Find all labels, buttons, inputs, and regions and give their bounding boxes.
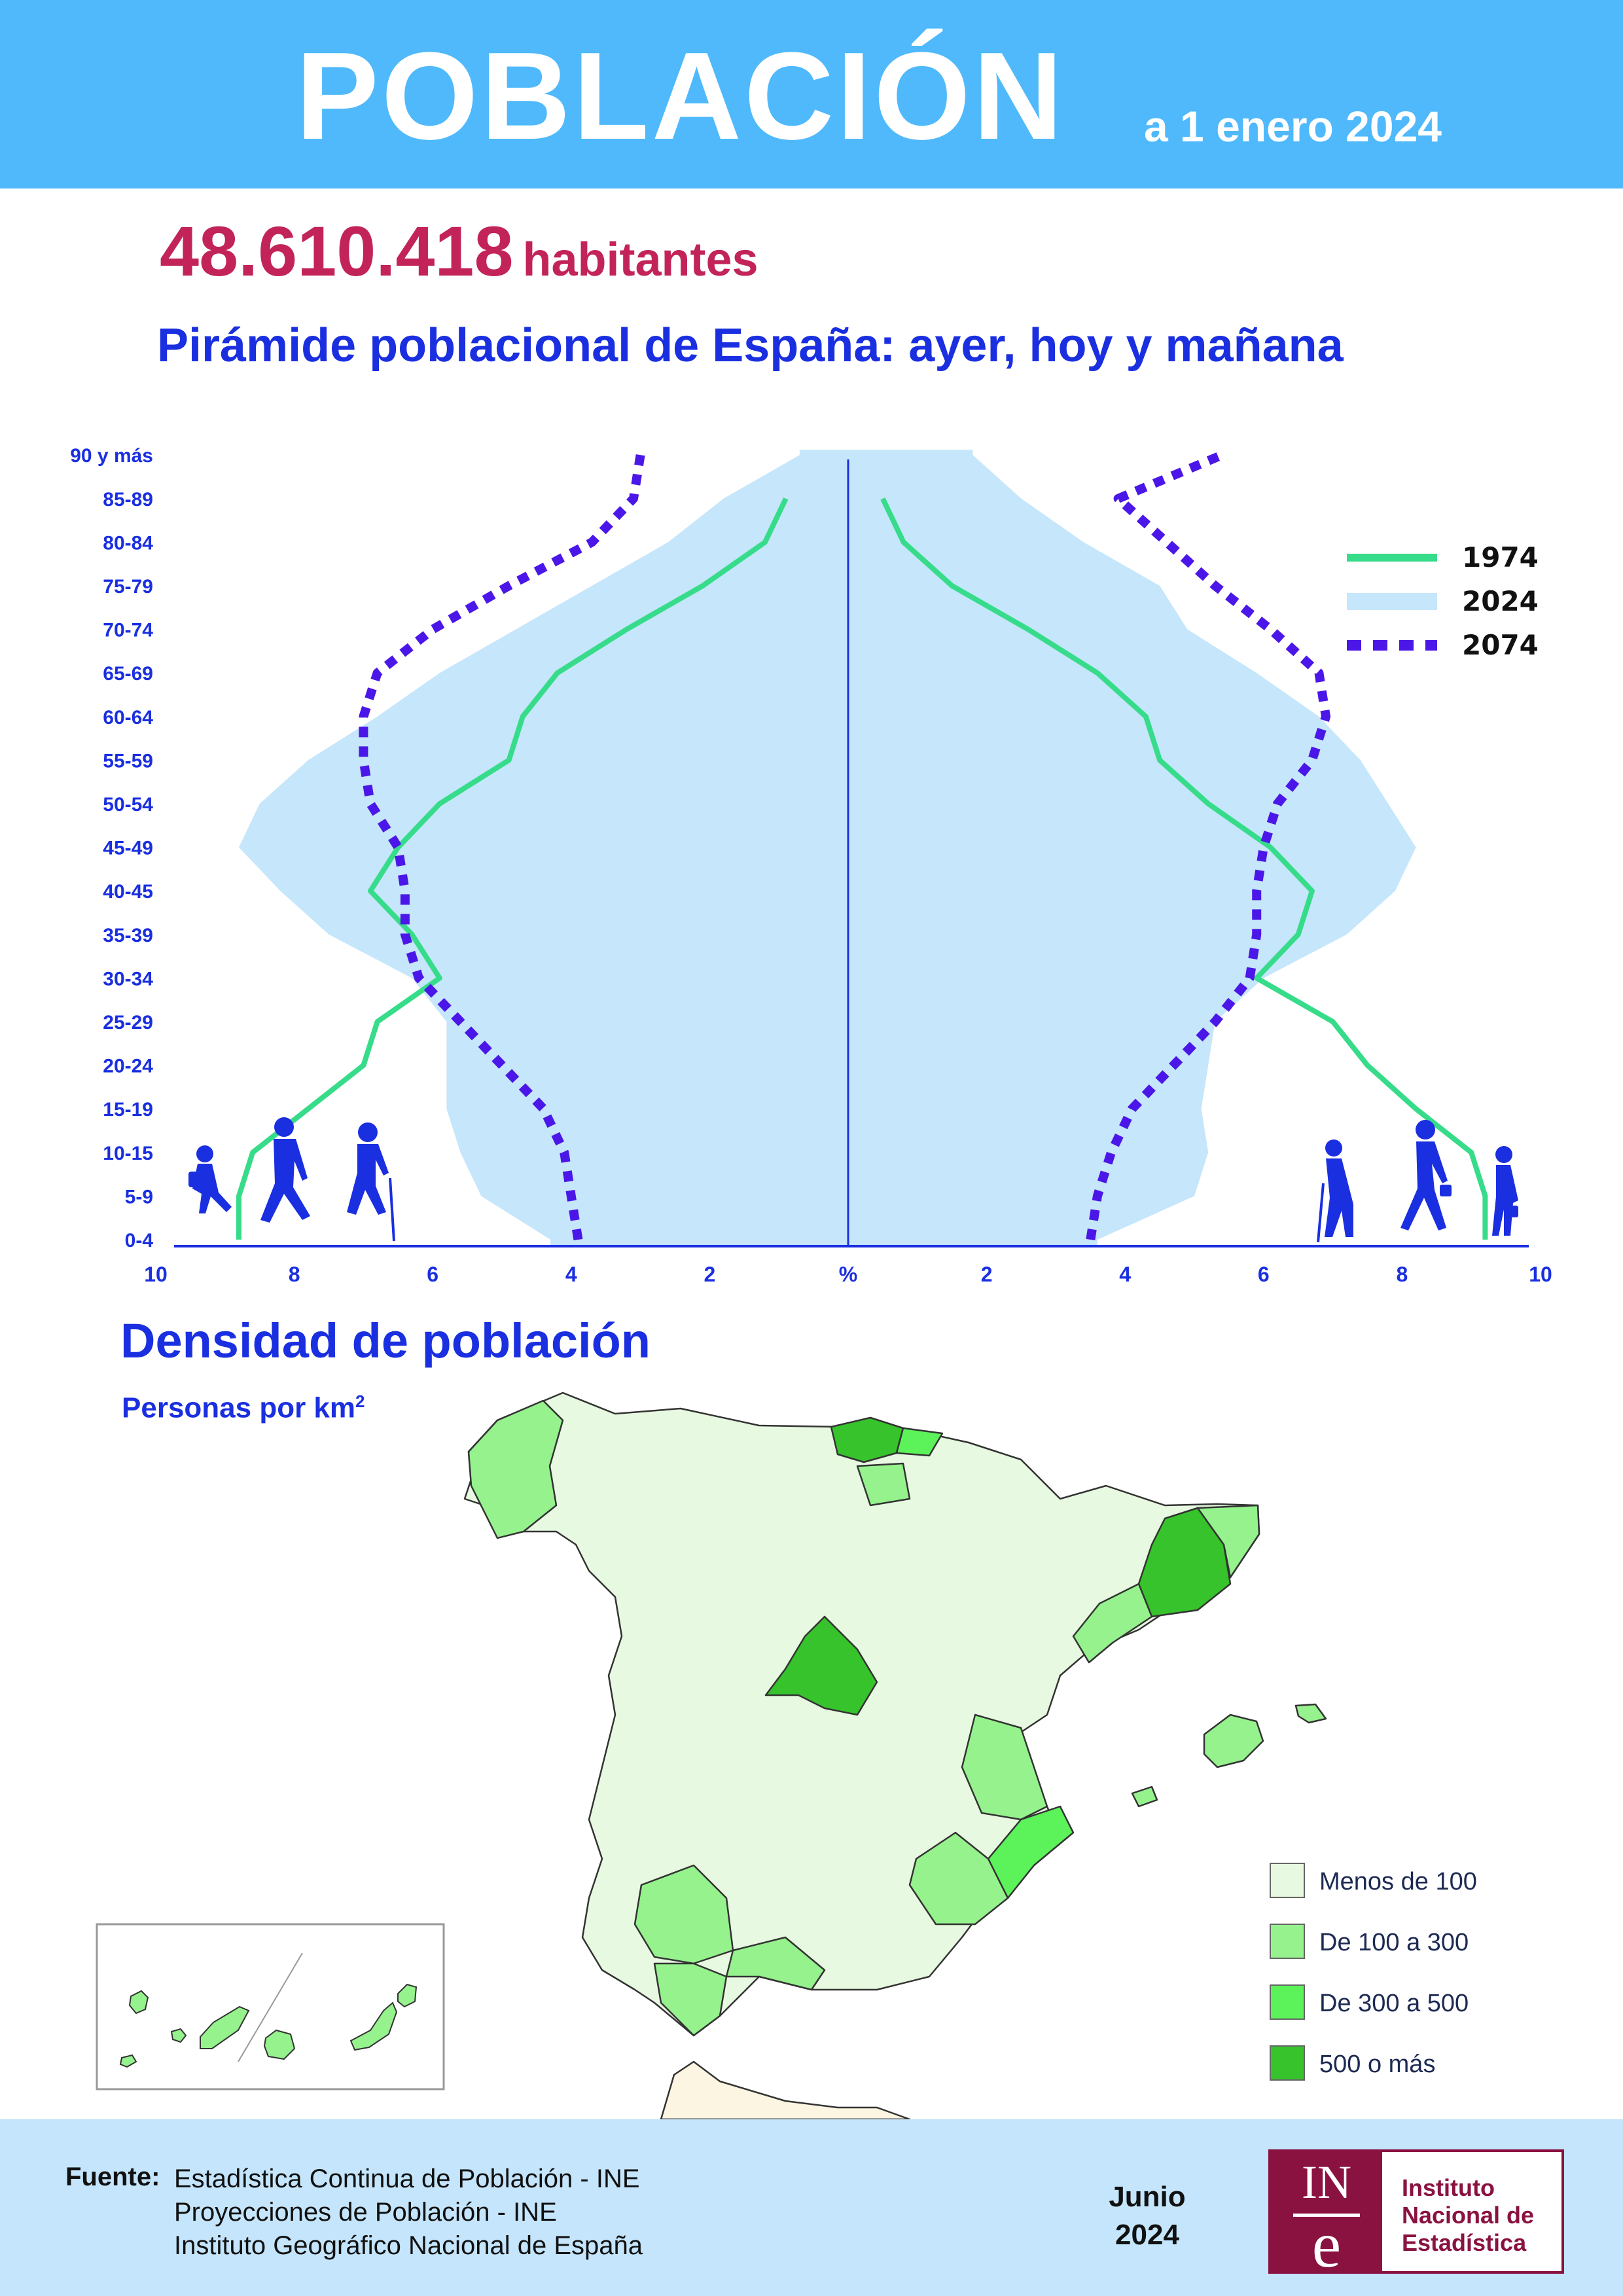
map-region-galicia — [467, 1399, 564, 1539]
y-tick-label: 75-79 — [103, 576, 153, 598]
series-2074-left-line — [359, 454, 645, 1241]
density-subtitle-text: Personas por km — [122, 1391, 356, 1424]
source-label: Fuente: — [65, 2162, 160, 2191]
spain-density-map — [96, 1391, 1327, 2121]
population-unit: habitantes — [522, 234, 758, 286]
y-tick-label: 20-24 — [103, 1056, 153, 1077]
x-tick-label: 8 — [1397, 1263, 1408, 1286]
population-total: 48.610.418 habitantes — [160, 216, 758, 287]
y-tick-label: 30-34 — [103, 968, 153, 990]
source-line: Instituto Geográfico Nacional de España — [174, 2231, 643, 2260]
density-subtitle: Personas por km2 — [122, 1393, 365, 1423]
legend-label: De 300 a 500 — [1319, 1990, 1469, 2017]
x-tick-label: 2 — [981, 1263, 993, 1286]
publication-date: Junio 2024 — [1086, 2178, 1208, 2254]
ine-logo-e: e — [1311, 2208, 1342, 2281]
y-tick-label: 40-45 — [103, 881, 153, 903]
y-tick-label: 85-89 — [103, 489, 153, 511]
x-tick-label: 8 — [289, 1263, 300, 1286]
legend-label: De 100 a 300 — [1319, 1929, 1469, 1956]
y-tick-label: 80-84 — [103, 532, 153, 554]
density-title: Densidad de población — [120, 1314, 651, 1368]
ine-logo: IN e Instituto Nacional de Estadística — [1268, 2149, 1564, 2278]
y-tick-label: 25-29 — [103, 1012, 153, 1033]
series-1974-right-line — [880, 497, 1488, 1240]
y-tick-label: 45-49 — [103, 838, 153, 859]
y-tick-label: 15-19 — [103, 1099, 153, 1121]
walking-people-left-icon — [188, 1117, 395, 1242]
ine-name-line: Nacional de — [1402, 2202, 1535, 2229]
x-tick-label: 6 — [1258, 1263, 1270, 1286]
ine-name-line: Estadística — [1402, 2229, 1527, 2256]
pyramid-title: Pirámide poblacional de España: ayer, ho… — [157, 319, 1344, 372]
map-region-balearic-islands — [1131, 1703, 1327, 1808]
legend-label: 500 o más — [1319, 2051, 1436, 2078]
density-subtitle-superscript: 2 — [355, 1391, 365, 1411]
legend-swatch — [1270, 1924, 1305, 1959]
map-mainland — [463, 1391, 1260, 2037]
map-region-madrid — [764, 1615, 878, 1716]
population-value: 48.610.418 — [160, 211, 514, 291]
walking-people-right-icon — [1317, 1120, 1518, 1243]
series-2024-area — [239, 450, 1416, 1247]
legend-label: Menos de 100 — [1319, 1868, 1477, 1895]
title-date: a 1 enero 2024 — [1144, 102, 1442, 151]
series-2074-right-line — [1086, 450, 1330, 1241]
map-region-gipuzkoa — [895, 1427, 944, 1457]
map-north-africa — [660, 2060, 911, 2121]
header-banner — [0, 0, 1623, 188]
legend-label: 1974 — [1462, 541, 1539, 573]
ine-logo-bar — [1293, 2214, 1360, 2217]
map-region-girona — [1196, 1504, 1260, 1579]
y-tick-label: 35-39 — [103, 925, 153, 946]
x-tick-label: 10 — [1529, 1263, 1552, 1286]
series-1974-left-line — [236, 497, 789, 1240]
legend-label: 2074 — [1462, 629, 1539, 661]
legend-entry-2024: 2024 — [1347, 585, 1539, 617]
source-line: Proyecciones de Población - INE — [174, 2198, 557, 2227]
y-tick-label: 60-64 — [103, 707, 153, 728]
x-tick-label: 4 — [1119, 1263, 1131, 1286]
x-tick-label: 10 — [144, 1263, 168, 1286]
legend-entry-2074: 2074 — [1347, 629, 1539, 661]
y-tick-label: 10-15 — [103, 1143, 153, 1164]
legend-swatch — [1270, 1984, 1305, 2020]
y-tick-label: 55-59 — [103, 750, 153, 772]
map-region-sevilla — [633, 1864, 734, 1965]
x-tick-label: 2 — [704, 1263, 716, 1286]
legend-swatch — [1347, 593, 1437, 610]
publication-month: Junio — [1109, 2181, 1186, 2213]
x-tick-label: 4 — [565, 1263, 577, 1286]
y-tick-label: 70-74 — [103, 620, 153, 641]
y-tick-label: 50-54 — [103, 794, 153, 816]
legend-label: 2024 — [1462, 585, 1539, 617]
publication-year: 2024 — [1115, 2219, 1179, 2251]
x-tick-label: % — [839, 1263, 857, 1286]
map-region-cadiz — [653, 1962, 728, 2037]
source-line: Estadística Continua de Población - INE — [174, 2164, 640, 2193]
map-region-valencia — [961, 1713, 1048, 1821]
ine-logo-letters: IN — [1302, 2156, 1351, 2208]
map-region-murcia — [908, 1831, 1009, 1926]
population-pyramid-chart: 0-4 5-9 10-15 15-19 20-24 25-29 30-34 35-39 40-4… — [70, 445, 1552, 1286]
y-tick-label: 65-69 — [103, 663, 153, 685]
y-tick-label: 90 y más — [70, 445, 153, 467]
map-region-tarragona — [1072, 1583, 1153, 1664]
canary-islands-inset — [96, 1923, 445, 2090]
ine-name: Instituto Nacional de Estadística — [1402, 2174, 1534, 2257]
source-list: Estadística Continua de Población - INE … — [174, 2162, 643, 2263]
x-tick-label: 6 — [427, 1263, 438, 1286]
y-tick-label: 5-9 — [125, 1186, 153, 1208]
legend-swatch — [1270, 2045, 1305, 2081]
page-title: POBLACIÓN — [296, 27, 1065, 166]
legend-swatch — [1270, 1863, 1305, 1898]
ine-logo-mark: IN e — [1271, 2152, 1382, 2278]
ine-name-line: Instituto — [1402, 2174, 1495, 2201]
map-region-alava — [856, 1462, 911, 1507]
legend-entry-1974: 1974 — [1347, 541, 1539, 573]
y-tick-label: 0-4 — [125, 1230, 154, 1251]
